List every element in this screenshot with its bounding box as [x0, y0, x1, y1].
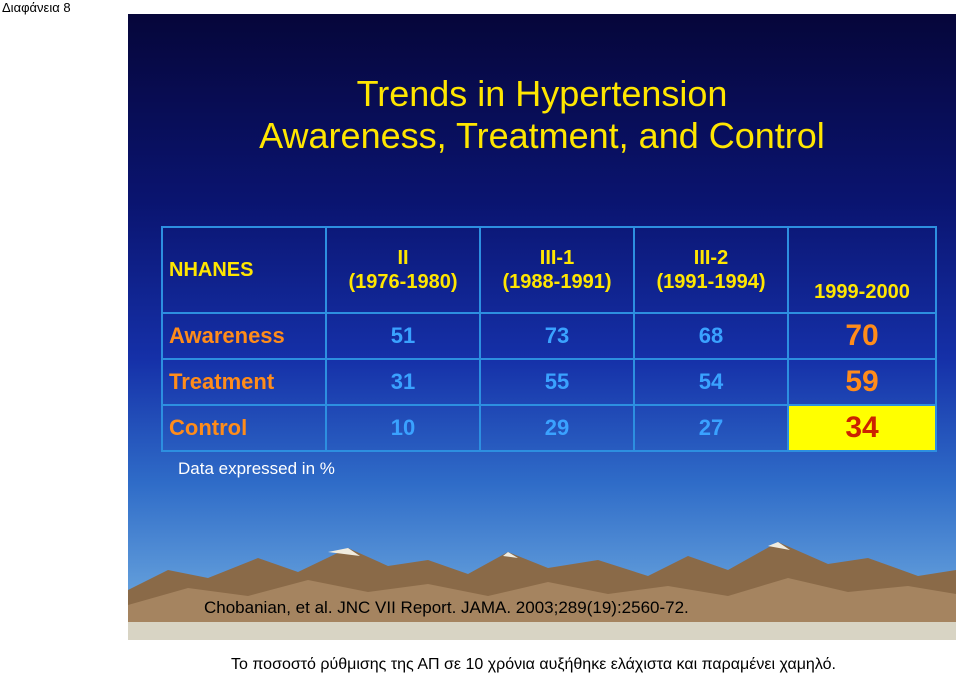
slide-title-line-2: Awareness, Treatment, and Control [259, 115, 825, 156]
table-cell: 51 [325, 312, 481, 360]
row-label-treatment: Treatment [161, 358, 327, 406]
table-row: Treatment 31 55 54 59 [161, 358, 937, 406]
column-period: (1976-1980) [348, 271, 458, 293]
table-cell: 10 [325, 404, 481, 452]
table-cell: 27 [633, 404, 789, 452]
mountain-landscape-image [128, 542, 956, 640]
table-header-row: NHANES II (1976-1980) III-1 (1988-1991) … [161, 226, 937, 314]
table-cell-latest: 59 [787, 358, 937, 406]
column-header-1999-2000: 1999-2000 [787, 226, 937, 314]
column-header-iii-1: III-1 (1988-1991) [479, 226, 635, 314]
table-cell-highlighted: 34 [787, 404, 937, 452]
nhanes-table: NHANES II (1976-1980) III-1 (1988-1991) … [161, 226, 937, 452]
corner-header: NHANES [161, 226, 327, 314]
table-cell-latest: 70 [787, 312, 937, 360]
table-cell: 68 [633, 312, 789, 360]
column-header-ii: II (1976-1980) [325, 226, 481, 314]
table-row: Control 10 29 27 34 [161, 404, 937, 452]
column-period: (1988-1991) [502, 271, 612, 293]
column-period: 1999-2000 [814, 281, 910, 303]
table-cell: 55 [479, 358, 635, 406]
table-cell: 73 [479, 312, 635, 360]
slide-caption: Το ποσοστό ρύθμισης της ΑΠ σε 10 χρόνια … [231, 656, 836, 673]
column-survey: III-1 [539, 247, 575, 269]
table-cell: 29 [479, 404, 635, 452]
table-row: Awareness 51 73 68 70 [161, 312, 937, 360]
citation-text: Chobanian, et al. JNC VII Report. JAMA. … [204, 598, 689, 617]
column-survey: III-2 [693, 247, 729, 269]
row-label-control: Control [161, 404, 327, 452]
column-survey: II [397, 247, 409, 269]
data-units-note: Data expressed in % [178, 459, 335, 478]
slide: Trends in Hypertension Awareness, Treatm… [128, 14, 956, 640]
column-period: (1991-1994) [656, 271, 766, 293]
table-cell: 31 [325, 358, 481, 406]
slide-number-label: Διαφάνεια 8 [2, 0, 71, 15]
slide-title-line-1: Trends in Hypertension [356, 73, 728, 114]
table-cell: 54 [633, 358, 789, 406]
row-label-awareness: Awareness [161, 312, 327, 360]
column-header-iii-2: III-2 (1991-1994) [633, 226, 789, 314]
